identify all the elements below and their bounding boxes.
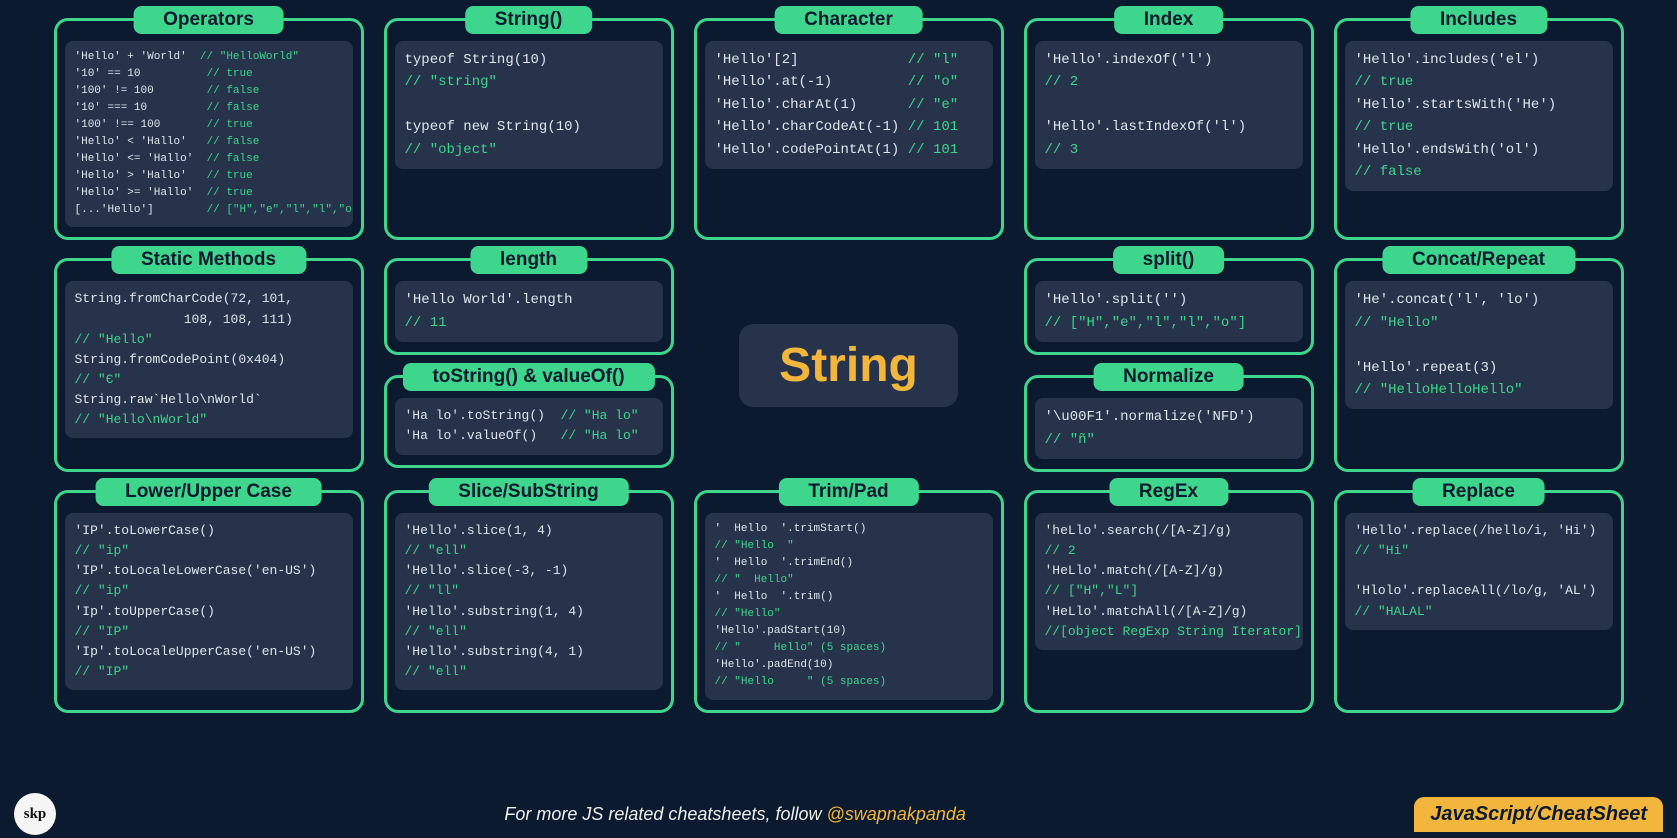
column-stack: length 'Hello World'.length // 11 toStri…	[384, 258, 674, 472]
card-tostring: toString() & valueOf() 'Ha lo'.toString(…	[384, 375, 674, 467]
card-title: String()	[465, 6, 593, 34]
center-label-wrapper: String	[694, 258, 1004, 472]
card-character: Character 'Hello'[2] // "l" 'Hello'.at(-…	[694, 18, 1004, 240]
card-title: Normalize	[1093, 363, 1244, 391]
code-block: typeof String(10) // "string" typeof new…	[395, 41, 663, 169]
card-title: Operators	[133, 6, 284, 34]
card-title: toString() & valueOf()	[402, 363, 654, 391]
card-title: Slice/SubString	[428, 478, 628, 506]
card-title: Includes	[1410, 6, 1547, 34]
code-block: String.fromCharCode(72, 101, 108, 108, 1…	[65, 281, 353, 438]
card-length: length 'Hello World'.length // 11	[384, 258, 674, 355]
column-stack: split() 'Hello'.split('') // ["H","e","l…	[1024, 258, 1314, 472]
card-concat: Concat/Repeat 'He'.concat('l', 'lo') // …	[1334, 258, 1624, 472]
card-string-ctor: String() typeof String(10) // "string" t…	[384, 18, 674, 240]
card-title: Character	[774, 6, 923, 34]
card-includes: Includes 'Hello'.includes('el') // true …	[1334, 18, 1624, 240]
code-block: 'Ha lo'.toString() // "Ha lo" 'Ha lo'.va…	[395, 398, 663, 454]
badge-left: JavaScript	[1430, 803, 1531, 825]
card-trim: Trim/Pad ' Hello '.trimStart() // "Hello…	[694, 490, 1004, 712]
brand-badge: JavaScript/CheatSheet	[1414, 797, 1663, 832]
code-block: 'Hello'[2] // "l" 'Hello'.at(-1) // "o" …	[705, 41, 993, 169]
card-replace: Replace 'Hello'.replace(/hello/i, 'Hi') …	[1334, 490, 1624, 712]
card-index: Index 'Hello'.indexOf('l') // 2 'Hello'.…	[1024, 18, 1314, 240]
card-title: Lower/Upper Case	[95, 478, 322, 506]
center-label: String	[739, 324, 958, 407]
footer-prefix: For more JS related cheatsheets, follow	[504, 804, 826, 824]
cheatsheet-grid: Operators 'Hello' + 'World' // "HelloWor…	[0, 0, 1677, 713]
card-lower-upper: Lower/Upper Case 'IP'.toLowerCase() // "…	[54, 490, 364, 712]
card-title: Concat/Repeat	[1382, 246, 1575, 274]
code-block: 'He'.concat('l', 'lo') // "Hello" 'Hello…	[1345, 281, 1613, 409]
code-block: '\u00F1'.normalize('NFD') // "ñ"	[1035, 398, 1303, 459]
card-title: Index	[1114, 6, 1224, 34]
author-logo-icon: skp	[14, 793, 56, 835]
card-title: Replace	[1412, 478, 1545, 506]
code-block: 'Hello'.indexOf('l') // 2 'Hello'.lastIn…	[1035, 41, 1303, 169]
badge-right: CheatSheet	[1537, 803, 1647, 825]
footer-handle: @swapnakpanda	[827, 804, 966, 824]
code-block: 'Hello'.includes('el') // true 'Hello'.s…	[1345, 41, 1613, 191]
footer: skp For more JS related cheatsheets, fol…	[0, 790, 1677, 838]
card-split: split() 'Hello'.split('') // ["H","e","l…	[1024, 258, 1314, 355]
card-title: Trim/Pad	[778, 478, 918, 506]
card-title: Static Methods	[111, 246, 306, 274]
code-block: 'Hello'.split('') // ["H","e","l","l","o…	[1035, 281, 1303, 342]
code-block: 'Hello' + 'World' // "HelloWorld" '10' =…	[65, 41, 353, 227]
card-regex: RegEx 'heLlo'.search(/[A-Z]/g) // 2 'HeL…	[1024, 490, 1314, 712]
card-slice: Slice/SubString 'Hello'.slice(1, 4) // "…	[384, 490, 674, 712]
card-title: split()	[1113, 246, 1225, 274]
card-title: RegEx	[1109, 478, 1228, 506]
code-block: 'Hello'.slice(1, 4) // "ell" 'Hello'.sli…	[395, 513, 663, 690]
card-title: length	[470, 246, 587, 274]
card-operators: Operators 'Hello' + 'World' // "HelloWor…	[54, 18, 364, 240]
card-normalize: Normalize '\u00F1'.normalize('NFD') // "…	[1024, 375, 1314, 472]
code-block: 'heLlo'.search(/[A-Z]/g) // 2 'HeLlo'.ma…	[1035, 513, 1303, 650]
code-block: 'IP'.toLowerCase() // "ip" 'IP'.toLocale…	[65, 513, 353, 690]
code-block: ' Hello '.trimStart() // "Hello " ' Hell…	[705, 513, 993, 699]
footer-text: For more JS related cheatsheets, follow …	[56, 804, 1414, 825]
code-block: 'Hello World'.length // 11	[395, 281, 663, 342]
code-block: 'Hello'.replace(/hello/i, 'Hi') // "Hi" …	[1345, 513, 1613, 630]
card-static-methods: Static Methods String.fromCharCode(72, 1…	[54, 258, 364, 472]
